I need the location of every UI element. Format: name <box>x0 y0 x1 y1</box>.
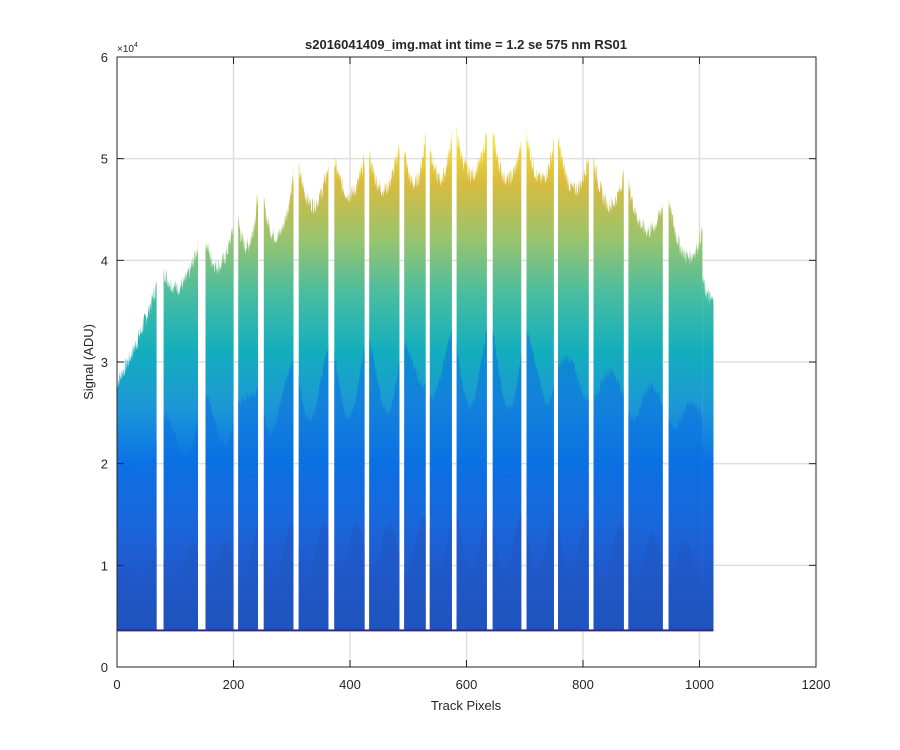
signal-track-mid-band <box>238 386 258 631</box>
signal-track-mid-band <box>702 442 714 631</box>
y-tick-label: 6 <box>101 50 108 65</box>
signal-track-mid-band <box>628 380 663 631</box>
signal-track-mid-band <box>263 356 294 631</box>
x-tick-label: 1000 <box>685 677 714 692</box>
signal-track-mid-band <box>668 397 703 631</box>
x-tick-label: 200 <box>223 677 245 692</box>
signal-area <box>117 124 714 632</box>
y-exponent-power: 4 <box>134 42 138 49</box>
x-tick-label: 600 <box>456 677 478 692</box>
signal-track-mid-band <box>456 325 487 631</box>
chart-title: s2016041409_img.mat int time = 1.2 se 57… <box>305 37 627 52</box>
signal-track-mid-band <box>163 410 198 631</box>
x-tick-label: 800 <box>572 677 594 692</box>
x-axis: 0 200 400 600 800 1000 1200 <box>113 57 830 692</box>
y-exponent-label: ×104 <box>117 42 138 55</box>
signal-track-mid-band <box>205 393 234 631</box>
signal-track-mid-band <box>334 346 365 631</box>
y-tick-label: 1 <box>101 558 108 573</box>
baseline-floor <box>117 629 714 632</box>
y-axis: 0 1 2 3 4 5 6 <box>101 50 816 675</box>
signal-track-mid-band <box>492 328 522 631</box>
signal-track-mid-band <box>558 354 589 631</box>
signal-track-mid-band <box>404 343 426 631</box>
signal-track-mid-band <box>298 341 329 631</box>
x-tick-label: 0 <box>113 677 120 692</box>
x-tick-label: 1200 <box>802 677 831 692</box>
signal-track-mid-band <box>117 439 157 631</box>
y-tick-label: 3 <box>101 355 108 370</box>
signal-track-mid-band <box>369 336 400 631</box>
y-tick-label: 0 <box>101 660 108 675</box>
x-axis-label: Track Pixels <box>431 698 502 713</box>
signal-track-mid-band <box>526 327 554 631</box>
y-tick-label: 4 <box>101 253 108 268</box>
signal-track-mid-band <box>593 366 624 631</box>
y-axis-label: Signal (ADU) <box>81 324 96 400</box>
y-tick-label: 2 <box>101 457 108 472</box>
y-tick-label: 5 <box>101 152 108 167</box>
signal-track-mid-band <box>429 328 452 631</box>
x-tick-label: 400 <box>339 677 361 692</box>
